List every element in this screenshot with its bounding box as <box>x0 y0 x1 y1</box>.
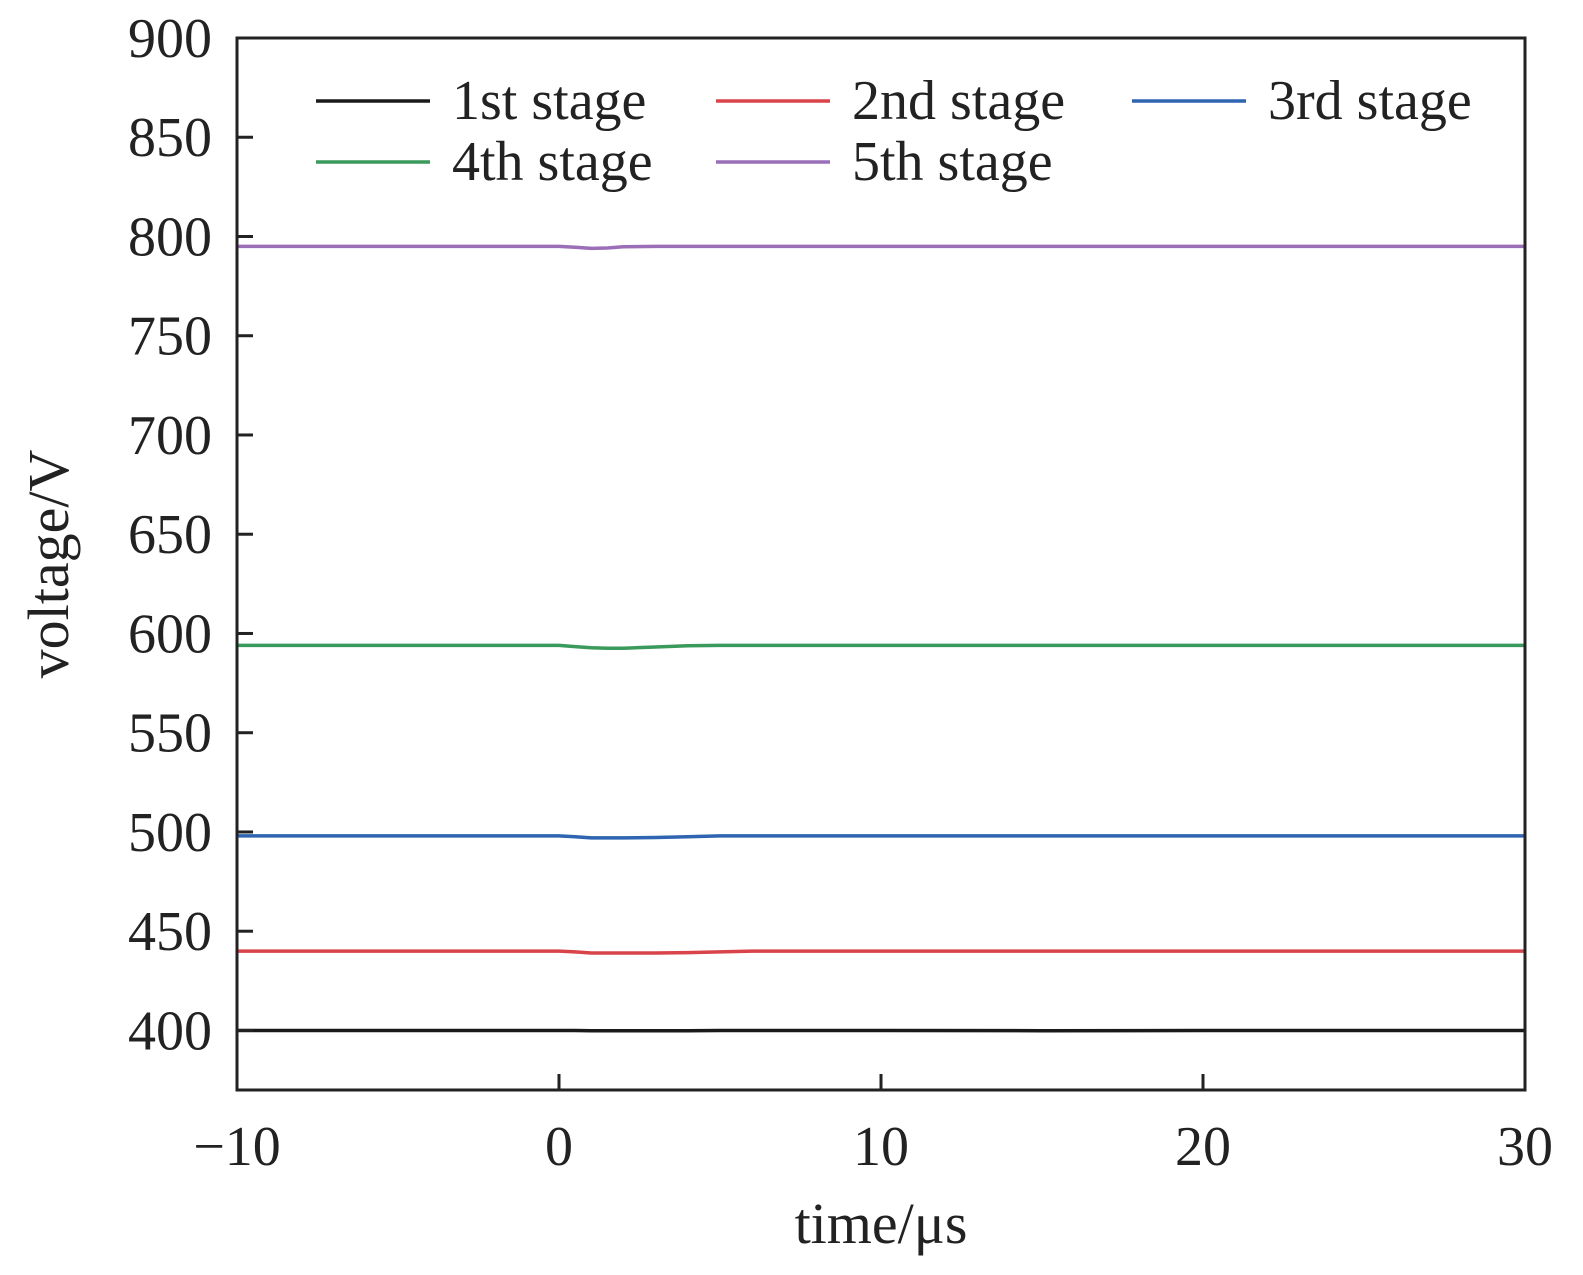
plot-frame <box>235 36 1527 1092</box>
y-axis-label: voltage/V <box>16 450 81 679</box>
series-line-5 <box>237 244 1525 251</box>
x-tick-label: 10 <box>853 1116 909 1178</box>
y-tick-label: 750 <box>128 306 212 368</box>
y-tick-label: 900 <box>128 8 212 70</box>
series-line-4 <box>237 643 1525 650</box>
legend-label-4: 4th stage <box>452 131 653 193</box>
x-tick-label: −10 <box>193 1116 281 1178</box>
y-tick-label: 550 <box>128 703 212 765</box>
x-tick-label: 0 <box>545 1116 573 1178</box>
legend-label-1: 1st stage <box>452 70 646 132</box>
x-axis-label: time/μs <box>795 1191 968 1256</box>
y-tick-label: 800 <box>128 206 212 268</box>
y-tick-label: 850 <box>128 107 212 169</box>
x-axis-ticks: −10 0 10 20 30 <box>193 1074 1553 1178</box>
series-line-2 <box>237 949 1525 955</box>
y-tick-label: 500 <box>128 802 212 864</box>
y-axis-ticks: 400 450 500 550 600 650 700 750 800 850 900 <box>128 8 253 1062</box>
legend-label-3: 3rd stage <box>1268 70 1472 132</box>
legend-label-2: 2nd stage <box>852 70 1065 132</box>
legend: 1st stage 2nd stage 3rd stage 4th stage 5th … <box>316 70 1472 193</box>
series-line-3 <box>237 834 1525 840</box>
y-tick-label: 650 <box>128 504 212 566</box>
y-tick-label: 600 <box>128 603 212 665</box>
x-tick-label: 30 <box>1497 1116 1553 1178</box>
legend-label-5: 5th stage <box>852 131 1053 193</box>
y-tick-label: 700 <box>128 405 212 467</box>
series-layer <box>237 244 1525 1033</box>
y-tick-label: 450 <box>128 901 212 963</box>
y-tick-label: 400 <box>128 1000 212 1062</box>
x-tick-label: 20 <box>1175 1116 1231 1178</box>
